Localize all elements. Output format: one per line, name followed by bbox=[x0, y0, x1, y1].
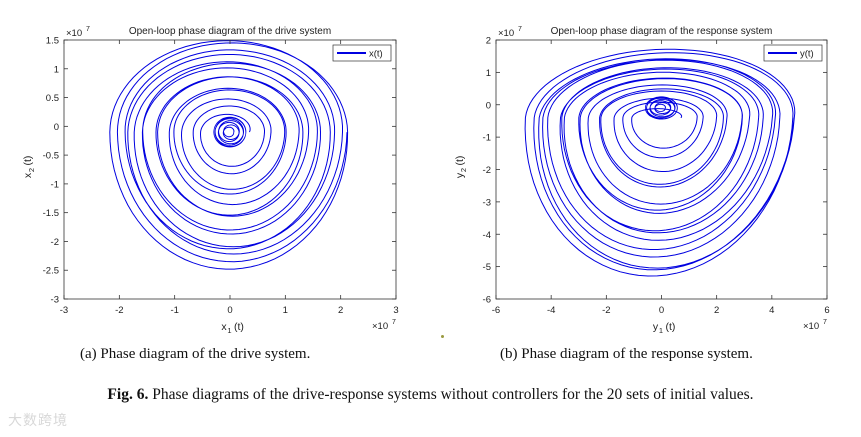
legend-label: x(t) bbox=[369, 49, 383, 60]
series-line bbox=[109, 40, 349, 270]
x-tick-label: 2 bbox=[714, 305, 719, 316]
y-axis-label-suffix: (t) bbox=[22, 156, 34, 166]
x-tick-label: -1 bbox=[170, 305, 178, 316]
figure-label: Fig. 6. bbox=[107, 386, 149, 403]
legend-label: y(t) bbox=[800, 49, 814, 60]
x-tick-label: -6 bbox=[492, 305, 500, 316]
chart-title: Open-loop phase diagram of the drive sys… bbox=[129, 26, 331, 37]
x-axis-label-sub: 1 bbox=[227, 326, 231, 335]
y-tick-label: 1.5 bbox=[46, 36, 59, 47]
series-group bbox=[109, 40, 349, 270]
x-tick-label: -2 bbox=[602, 305, 610, 316]
figure-caption: Fig. 6. Phase diagrams of the drive-resp… bbox=[0, 386, 861, 404]
y-axis-label-sub: 2 bbox=[27, 168, 36, 172]
y-tick-label: 1 bbox=[486, 68, 491, 79]
series-core-line bbox=[213, 116, 247, 148]
y-tick-label: -3 bbox=[51, 295, 59, 306]
y-axis-label-group: y2 (t) bbox=[454, 156, 468, 179]
y-axis-label: y bbox=[454, 172, 466, 178]
x-tick-label: 2 bbox=[338, 305, 343, 316]
x-tick-label: 4 bbox=[769, 305, 774, 316]
x-exponent-power: 7 bbox=[392, 319, 396, 326]
y-axis-label-sub: 2 bbox=[459, 168, 468, 172]
x-tick-label: -4 bbox=[547, 305, 555, 316]
x-tick-label: -2 bbox=[115, 305, 123, 316]
x-tick-label: 1 bbox=[283, 305, 288, 316]
y-tick-label: -2 bbox=[483, 165, 491, 176]
watermark: 大数跨境 bbox=[8, 413, 68, 429]
y-tick-label: -4 bbox=[483, 230, 491, 241]
y-axis-label: x bbox=[22, 172, 34, 178]
x-axis-label-suffix: (t) bbox=[234, 321, 244, 333]
y-tick-label: -1.5 bbox=[43, 208, 59, 219]
x-exponent-label: ×10 bbox=[803, 321, 819, 332]
y-exponent-power: 7 bbox=[518, 26, 522, 33]
y-tick-label: -1 bbox=[51, 179, 59, 190]
y-tick-label: -5 bbox=[483, 262, 491, 273]
y-tick-label: 0.5 bbox=[46, 93, 59, 104]
figure-caption-text: Phase diagrams of the drive-response sys… bbox=[152, 386, 754, 403]
y-axis-label-group: x2 (t) bbox=[22, 156, 36, 179]
x-tick-label: -3 bbox=[60, 305, 68, 316]
caption-b: (b) Phase diagram of the response system… bbox=[500, 346, 753, 362]
series-line bbox=[524, 48, 796, 277]
y-tick-label: 2 bbox=[486, 36, 491, 47]
caption-a: (a) Phase diagram of the drive system. bbox=[80, 346, 311, 362]
y-axis-label-suffix: (t) bbox=[454, 156, 466, 166]
chart-title: Open-loop phase diagram of the response … bbox=[551, 26, 773, 37]
x-exponent-label: ×10 bbox=[372, 321, 388, 332]
y-tick-label: -2.5 bbox=[43, 266, 59, 277]
chart-drive-system: -3 -2 -1 0 1 2 3 -3 -2.5 -2 -1.5 -1 -0.5 0 0.5 1 1.5 Open… bbox=[22, 26, 399, 335]
y-exponent-label: ×10 bbox=[498, 28, 514, 39]
y-tick-label: 0 bbox=[54, 122, 59, 133]
x-tick-label: 3 bbox=[393, 305, 398, 316]
chart-response-system: -6 -4 -2 0 2 4 6 -6 -5 -4 -3 -2 -1 0 1 2 Open-loop phase… bbox=[454, 26, 830, 335]
y-tick-label: 0 bbox=[486, 100, 491, 111]
stray-dot bbox=[441, 335, 444, 338]
y-tick-label: -6 bbox=[483, 295, 491, 306]
y-tick-label: -1 bbox=[483, 133, 491, 144]
x-axis-label: x bbox=[221, 321, 227, 333]
x-tick-label: 0 bbox=[659, 305, 664, 316]
x-axis-label-suffix: (t) bbox=[666, 321, 676, 333]
x-axis-label-sub: 1 bbox=[659, 326, 663, 335]
x-axis-label: y bbox=[653, 321, 659, 333]
y-tick-label: -3 bbox=[483, 197, 491, 208]
y-tick-label: 1 bbox=[54, 64, 59, 75]
y-tick-label: -0.5 bbox=[43, 151, 59, 162]
y-tick-label: -2 bbox=[51, 237, 59, 248]
x-tick-label: 6 bbox=[824, 305, 829, 316]
y-exponent-label: ×10 bbox=[66, 28, 82, 39]
series-group bbox=[524, 48, 796, 277]
series-core-line bbox=[645, 96, 678, 120]
x-tick-label: 0 bbox=[227, 305, 232, 316]
x-exponent-power: 7 bbox=[823, 319, 827, 326]
y-exponent-power: 7 bbox=[86, 26, 90, 33]
